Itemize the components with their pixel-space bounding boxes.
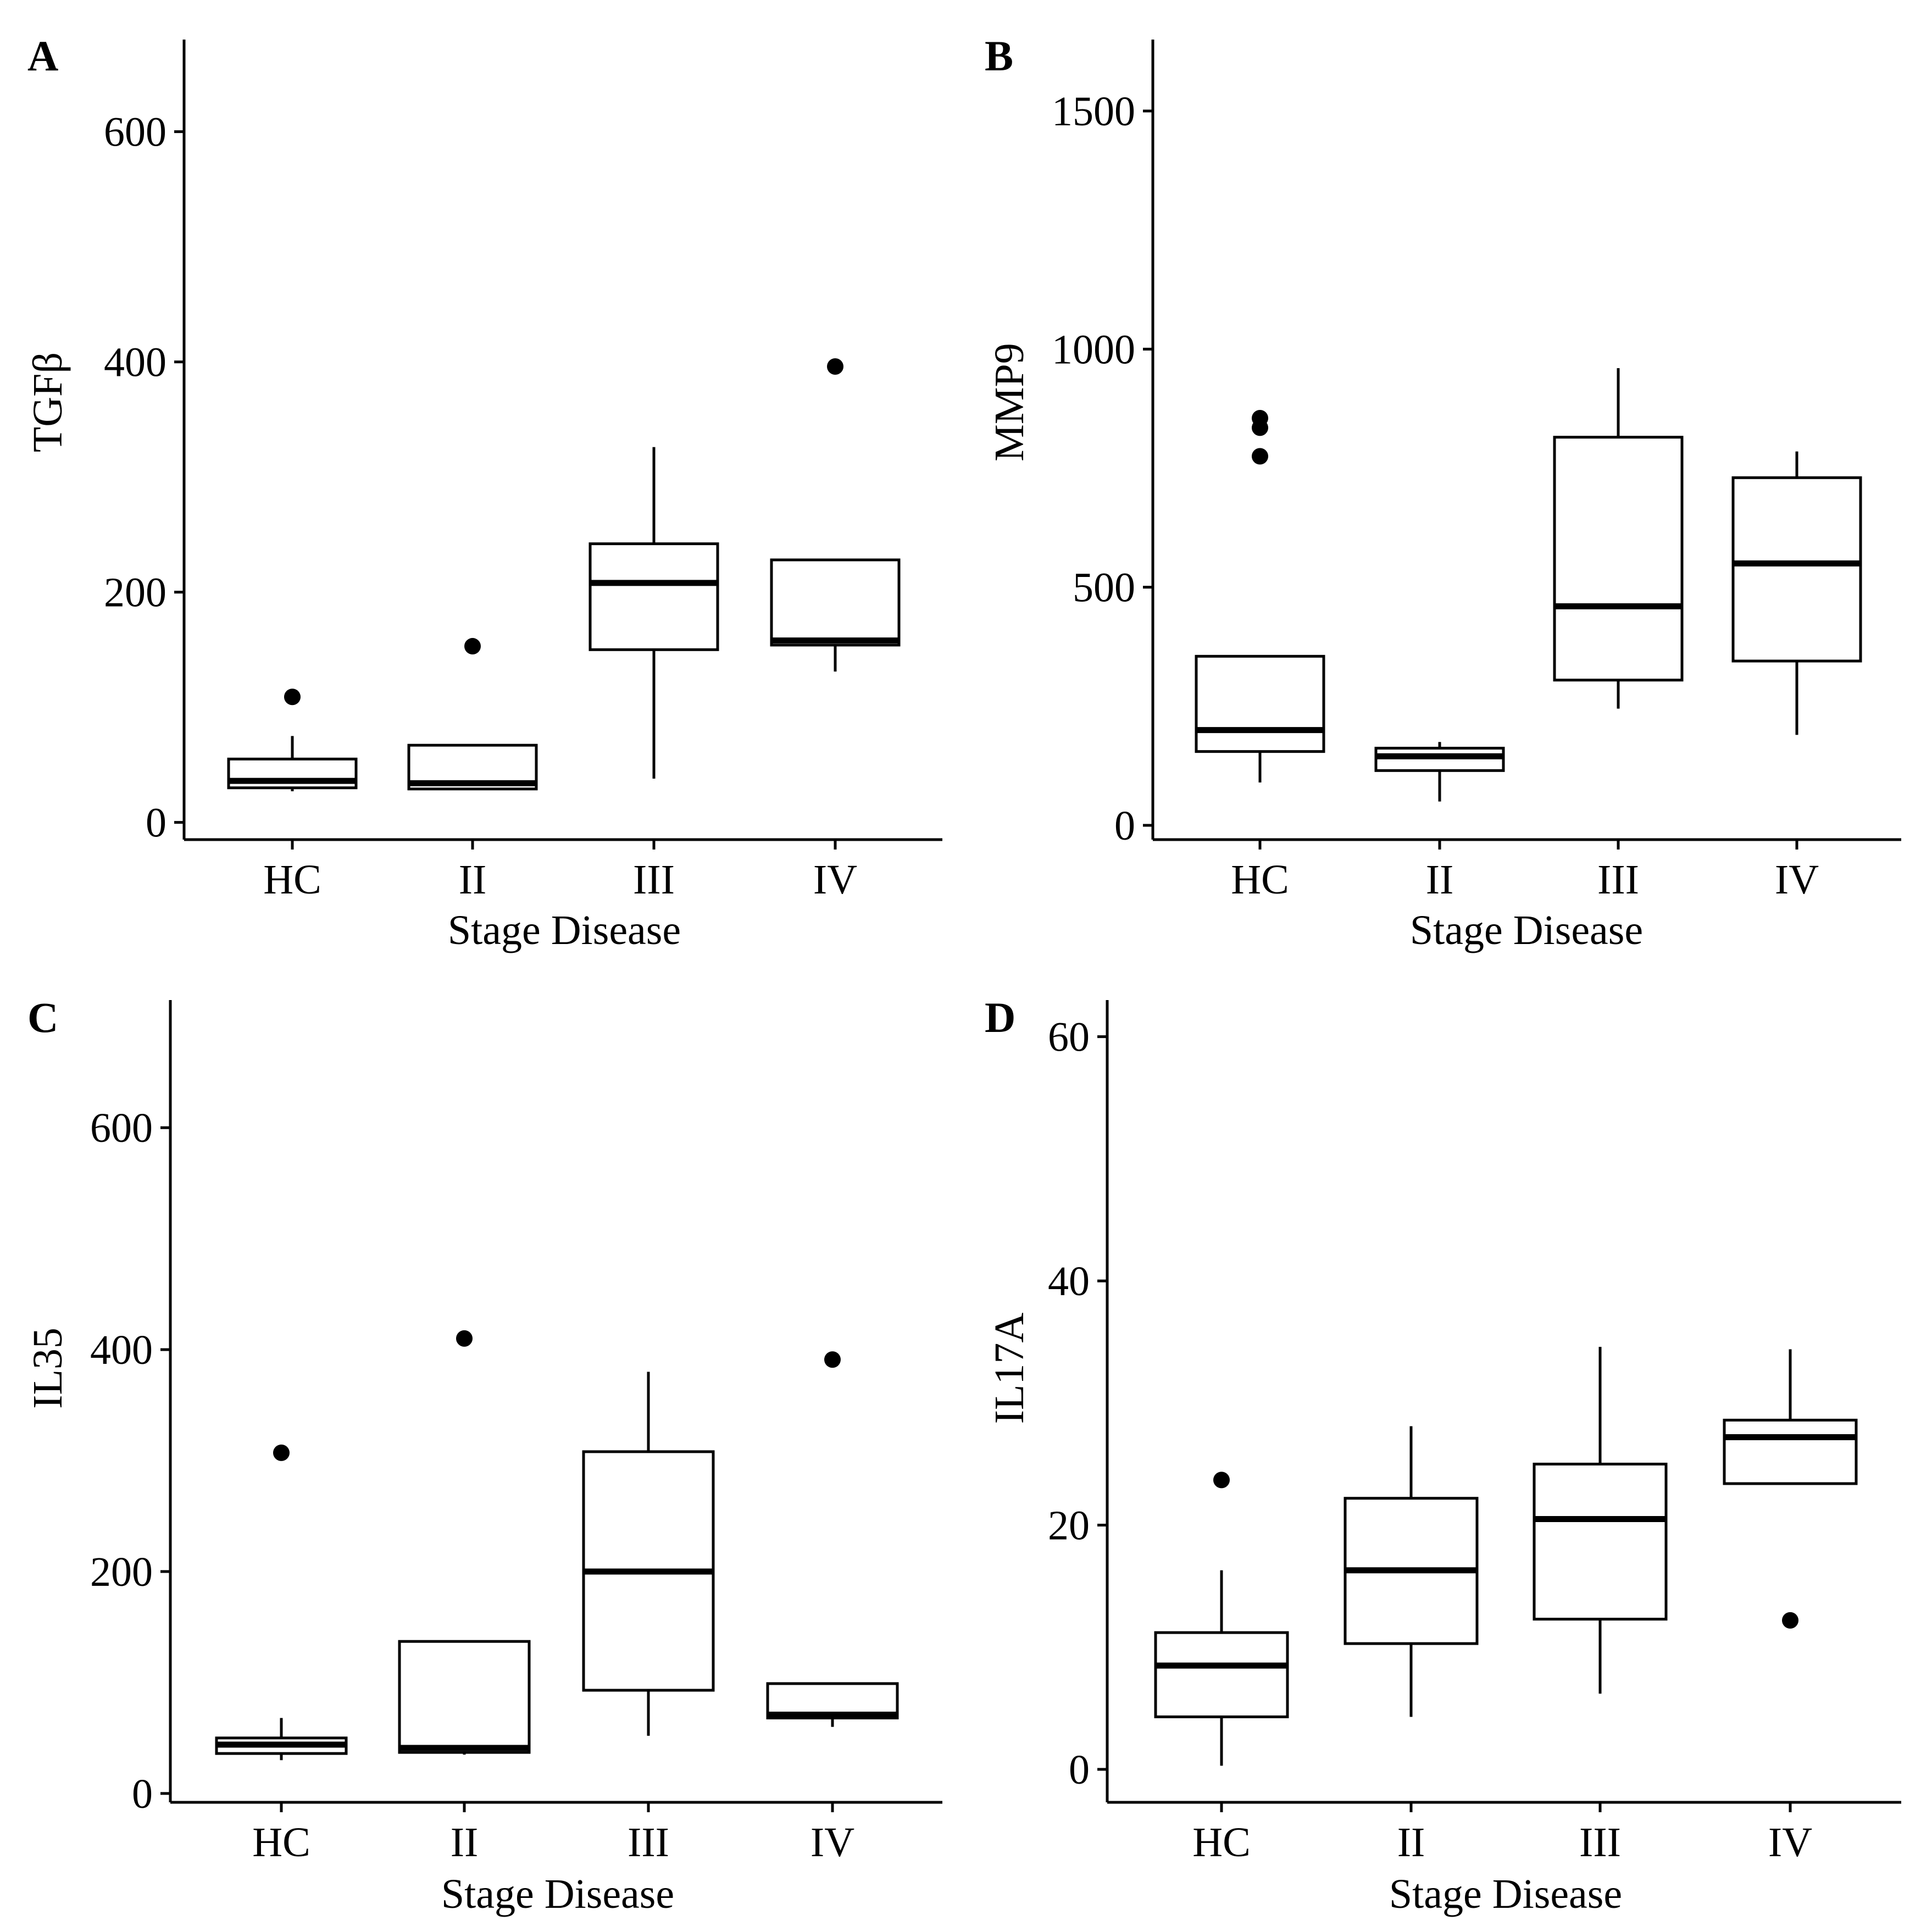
box-iqr [1154,1631,1289,1718]
panel-b-x-tick-label: III [1597,857,1639,903]
panel-a-y-tick-label: 0 [146,800,166,846]
panel-a-y-axis-title: TGFβ [25,352,71,452]
box-iqr [1195,654,1325,753]
panel-c-x-axis-title: Stage Disease [441,1871,674,1917]
box-iqr [770,558,901,647]
panel-d-y-tick-label: 40 [1048,1258,1090,1304]
panel-a-x-tick-label: III [633,857,675,903]
outlier-point [824,1351,841,1368]
panel-a-y-tick-label: 600 [104,109,166,156]
panel-a-box-ii [407,638,538,791]
panel-b-y-tick-label: 500 [1073,565,1135,611]
panel-a-box-iii [589,447,719,779]
panel-d-box-iii [1533,1347,1668,1694]
panel-c-y-axis-title: IL35 [25,1328,71,1409]
panel-d-x-axis-title: Stage Disease [1389,1871,1622,1917]
panel-b-x-tick-label: IV [1775,857,1819,903]
box-iqr [1723,1418,1858,1485]
panel-d-letter: D [985,993,1015,1041]
panel-b-x-tick-label: II [1426,857,1454,903]
outlier-point [1252,448,1268,465]
outlier-point [464,638,481,655]
box-iqr [1553,436,1684,682]
panel-b-x-axis-title: Stage Disease [1410,907,1643,953]
panel-d-y-axis-title: IL17A [986,1313,1032,1424]
panel-c-box-iv [766,1351,899,1727]
panel-d-y-tick-label: 60 [1048,1014,1090,1061]
outlier-point [1213,1472,1230,1489]
panel-c-y-tick-label: 600 [90,1105,153,1151]
outlier-point [827,358,843,375]
panel-a-y-tick-label: 400 [104,340,166,386]
box-iqr [1731,476,1862,663]
panel-c-x-tick-label: IV [810,1819,854,1866]
panel-c-x-tick-label: II [451,1819,479,1866]
outlier-point [1252,410,1268,426]
panel-b-x-tick-label: HC [1231,857,1289,903]
panel-d-x-tick-label: HC [1192,1819,1251,1866]
box-iqr [398,1640,531,1754]
outlier-point [456,1330,473,1347]
panel-b-box-ii [1374,742,1505,802]
outlier-point [1782,1612,1798,1629]
panel-b-box-hc [1195,410,1325,782]
panel-a-x-tick-label: HC [263,857,321,903]
panel-d-y-tick-label: 0 [1069,1747,1090,1793]
panel-c-x-tick-label: III [628,1819,669,1866]
panel-a-letter: A [27,32,58,80]
panel-b-y-tick-label: 1000 [1052,326,1135,373]
panel-d-box-ii [1343,1426,1479,1717]
panel-a-x-axis-title: Stage Disease [448,907,681,953]
panel-a-y-tick-label: 200 [104,570,166,616]
panel-c-box-ii [398,1330,531,1755]
panel-c-box-iii [582,1372,715,1736]
box-iqr [589,542,719,651]
panel-a-x-tick-label: IV [813,857,857,903]
box-iqr [1533,1462,1668,1621]
panel-d-box-iv [1723,1349,1858,1629]
panel-b-box-iii [1553,368,1684,709]
panel-c-x-tick-label: HC [252,1819,310,1866]
panel-d-y-tick-label: 20 [1048,1503,1090,1549]
panel-b-y-tick-label: 0 [1114,803,1135,849]
panel-d-box-hc [1154,1472,1289,1766]
outlier-point [284,689,301,706]
box-iqr [1374,747,1505,772]
panel-c-letter: C [27,993,58,1041]
panel-d-x-tick-label: II [1397,1819,1425,1866]
panel-a-box-iv [770,358,901,672]
outlier-point [273,1444,290,1461]
panel-c-y-tick-label: 400 [90,1327,153,1373]
panel-d-x-tick-label: IV [1768,1819,1812,1866]
panel-a-x-tick-label: II [459,857,487,903]
panel-c-y-tick-label: 200 [90,1549,153,1595]
panel-d-x-tick-label: III [1579,1819,1621,1866]
panel-c-box-hc [215,1444,348,1761]
panel-b-letter: B [985,32,1013,80]
panel-a-box-hc [227,689,358,792]
panel-b-y-axis-title: MMP9 [986,343,1032,461]
panel-b-y-tick-label: 1500 [1052,88,1135,135]
panel-c-y-tick-label: 0 [132,1771,153,1817]
panel-b-box-iv [1731,451,1862,735]
